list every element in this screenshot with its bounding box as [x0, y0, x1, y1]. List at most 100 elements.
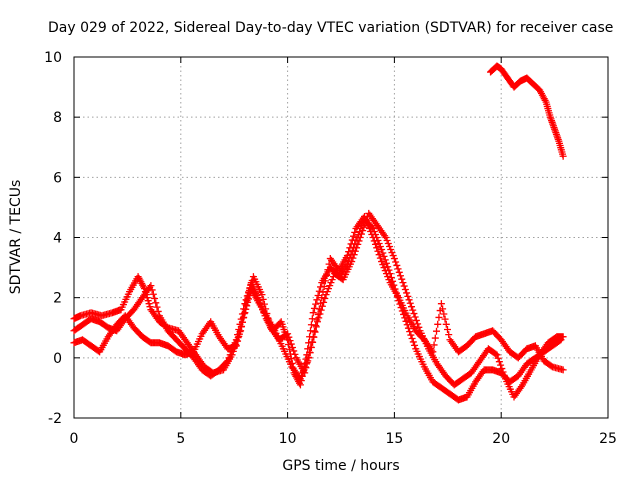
y-tick-label: 10 — [44, 50, 62, 66]
data-point — [298, 372, 306, 380]
data-point — [224, 357, 232, 365]
data-point — [264, 314, 272, 322]
data-point — [227, 348, 235, 356]
data-point — [351, 228, 359, 236]
data-point — [323, 271, 331, 279]
y-axis-label: SDTVAR / TECUs — [8, 180, 24, 295]
data-point — [307, 343, 315, 351]
data-point — [145, 300, 153, 308]
data-point — [404, 292, 412, 300]
data-point — [229, 345, 237, 353]
data-point — [321, 277, 329, 285]
data-point — [440, 310, 448, 318]
x-axis-label: GPS time / hours — [282, 458, 399, 474]
data-point — [429, 348, 437, 356]
y-tick-label: 8 — [53, 110, 62, 126]
y-tick-label: 6 — [53, 170, 62, 186]
data-point — [259, 295, 267, 303]
data-point — [314, 292, 322, 300]
data-point — [409, 338, 417, 346]
data-point — [559, 333, 567, 341]
x-tick-label: 25 — [599, 431, 617, 447]
data-point — [393, 261, 401, 269]
data-point — [146, 303, 154, 311]
x-tick-label: 5 — [176, 431, 185, 447]
data-point — [403, 289, 411, 297]
data-point — [296, 381, 304, 389]
series-s1 — [70, 215, 565, 404]
data-point — [441, 315, 449, 323]
data-point — [231, 339, 239, 347]
data-point — [384, 240, 392, 248]
data-point — [363, 218, 371, 226]
data-point — [315, 305, 323, 313]
data-point — [354, 240, 362, 248]
data-point — [303, 359, 311, 367]
data-point — [376, 243, 384, 251]
chart-title: Day 029 of 2022, Sidereal Day-to-day VTE… — [48, 20, 613, 36]
data-point — [406, 328, 414, 336]
x-tick-label: 15 — [385, 431, 403, 447]
data-point — [320, 298, 328, 306]
data-point — [559, 152, 567, 160]
data-point — [368, 230, 376, 238]
data-point — [369, 234, 377, 241]
data-point — [263, 310, 271, 318]
data-point — [434, 320, 442, 328]
data-point — [230, 342, 238, 350]
data-point — [290, 347, 298, 355]
data-point — [410, 310, 418, 318]
data-point — [397, 272, 405, 280]
data-point — [498, 365, 506, 373]
data-point — [296, 375, 304, 383]
data-point — [315, 287, 323, 295]
data-point — [307, 321, 315, 329]
data-point — [151, 295, 159, 303]
data-point — [313, 296, 321, 304]
data-point — [225, 354, 233, 362]
data-point — [324, 285, 332, 293]
data-point — [384, 263, 392, 271]
data-point — [375, 240, 383, 248]
data-point — [152, 299, 160, 307]
data-point — [223, 358, 231, 366]
data-point — [308, 315, 316, 323]
data-point — [500, 371, 508, 379]
data-point — [312, 322, 320, 330]
data-point — [240, 305, 248, 313]
series-s4 — [487, 62, 567, 160]
data-point — [406, 299, 414, 307]
data-point — [356, 234, 364, 241]
data-point — [353, 244, 361, 252]
data-point — [499, 368, 507, 376]
data-point — [153, 303, 161, 311]
data-point — [388, 249, 396, 257]
data-point — [378, 246, 386, 254]
data-point — [407, 303, 415, 311]
data-point — [284, 330, 292, 338]
data-point — [392, 258, 400, 266]
data-point — [362, 215, 370, 223]
data-point — [309, 333, 317, 341]
data-point — [408, 334, 416, 342]
data-point — [379, 261, 387, 269]
data-point — [309, 309, 317, 317]
data-point — [386, 243, 394, 251]
data-point — [412, 316, 420, 324]
y-axis: -2 0 2 4 6 8 10 — [44, 50, 608, 427]
data-point — [308, 338, 316, 346]
data-point — [382, 259, 390, 267]
data-point — [378, 258, 386, 266]
data-point — [350, 251, 358, 259]
data-point — [291, 350, 299, 358]
data-point — [306, 348, 314, 356]
data-point — [379, 249, 387, 257]
data-point — [493, 351, 501, 359]
data-point — [317, 299, 325, 307]
data-point — [364, 221, 372, 229]
data-point — [313, 316, 321, 324]
data-point — [492, 350, 500, 358]
data-point — [326, 282, 334, 290]
data-point — [407, 331, 415, 339]
